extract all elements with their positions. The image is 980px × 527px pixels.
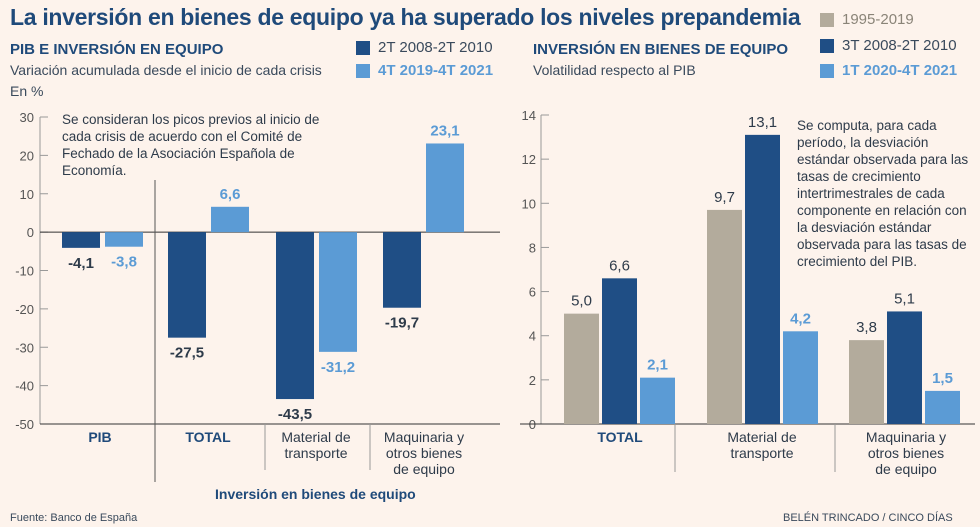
y-tick-label: 12 [522, 152, 536, 167]
bar [925, 390, 960, 424]
bar [602, 278, 637, 424]
bar [745, 134, 780, 424]
data-label: 6,6 [609, 257, 630, 274]
y-tick-label: 14 [522, 108, 536, 123]
legend-item-dark: 3T 2008-2T 2010 [820, 37, 957, 54]
legend-item-light: 4T 2019-4T 2021 [356, 62, 493, 79]
left-description: Variación acumulada desde el inicio de c… [10, 62, 322, 78]
data-label: 3,8 [856, 319, 877, 336]
legend-swatch [356, 63, 370, 78]
legend-label: 1995-2019 [842, 11, 914, 28]
data-label: 5,1 [894, 290, 915, 307]
category-label: Material de transporte [281, 429, 350, 461]
y-tick-label: 10 [522, 196, 536, 211]
legend-swatch [820, 63, 834, 78]
category-label: TOTAL [185, 429, 231, 445]
bar [319, 232, 357, 352]
y-tick-label: -40 [15, 379, 34, 394]
y-tick-label: 0 [27, 225, 34, 240]
y-tick-label: 20 [20, 148, 34, 163]
category-label: PIB [88, 429, 111, 445]
data-label: 23,1 [430, 122, 459, 139]
right-description: Volatilidad respecto al PIB [533, 62, 696, 78]
category-label: Maquinaria y otros bienes de equipo [866, 429, 946, 477]
y-tick-label: -10 [15, 264, 34, 279]
category-label: Material de transporte [727, 429, 796, 461]
data-label: -27,5 [170, 345, 204, 362]
data-label: 6,6 [220, 186, 241, 203]
source: Fuente: Banco de España [10, 512, 138, 524]
y-tick-label: 8 [529, 240, 536, 255]
legend-swatch [356, 40, 370, 55]
bar [62, 232, 100, 248]
bar [707, 209, 742, 424]
left-unit: En % [10, 83, 44, 99]
bar [564, 313, 599, 424]
bar [211, 206, 249, 233]
legend-label: 4T 2019-4T 2021 [378, 62, 494, 79]
data-label: 2,1 [647, 357, 668, 374]
bar [105, 232, 143, 247]
y-tick-label: 10 [20, 187, 34, 202]
bar [887, 311, 922, 424]
legend-label: 2T 2008-2T 2010 [378, 39, 493, 56]
data-label: -3,8 [111, 254, 137, 271]
right-subtitle: INVERSIÓN EN BIENES DE EQUIPO [533, 41, 789, 58]
bar [783, 331, 818, 424]
y-tick-label: 6 [529, 285, 536, 300]
y-tick-label: 30 [20, 110, 34, 125]
legend-item-dark: 2T 2008-2T 2010 [356, 39, 493, 56]
bar [640, 377, 675, 424]
y-tick-label: -30 [15, 340, 34, 355]
credit: BELÉN TRINCADO / CINCO DÍAS [783, 512, 953, 524]
data-label: 13,1 [748, 114, 777, 131]
y-tick-label: -50 [15, 417, 34, 432]
data-label: 5,0 [571, 293, 592, 310]
data-label: 9,7 [714, 189, 735, 206]
category-label: TOTAL [597, 429, 643, 445]
y-tick-label: 2 [529, 373, 536, 388]
left-subtitle: PIB E INVERSIÓN EN EQUIPO [10, 41, 224, 58]
data-label: 4,2 [790, 310, 811, 327]
bar [383, 232, 421, 308]
legend-swatch [820, 38, 834, 53]
legend-item-beige: 1995-2019 [820, 11, 914, 28]
data-label: -4,1 [68, 255, 94, 272]
legend-swatch [820, 12, 834, 27]
data-label: 1,5 [932, 370, 953, 387]
legend-label: 1T 2020-4T 2021 [842, 62, 958, 79]
left-note: Se consideran los picos previos al inici… [62, 112, 320, 178]
page-title: La inversión en bienes de equipo ya ha s… [10, 4, 801, 30]
legend-label: 3T 2008-2T 2010 [842, 37, 957, 54]
bar [849, 340, 884, 424]
bar [426, 143, 464, 233]
group-label: Inversión en bienes de equipo [215, 486, 416, 502]
data-label: -43,5 [278, 406, 312, 423]
data-label: -19,7 [385, 315, 419, 332]
bar [168, 232, 206, 338]
bar [276, 232, 314, 400]
data-label: -31,2 [321, 359, 355, 376]
y-tick-label: 4 [529, 329, 536, 344]
legend-item-light: 1T 2020-4T 2021 [820, 62, 957, 79]
y-tick-label: -20 [15, 302, 34, 317]
right-note: Se computa, para cada período, la desvia… [797, 118, 969, 269]
category-label: Maquinaria y otros bienes de equipo [384, 429, 464, 477]
